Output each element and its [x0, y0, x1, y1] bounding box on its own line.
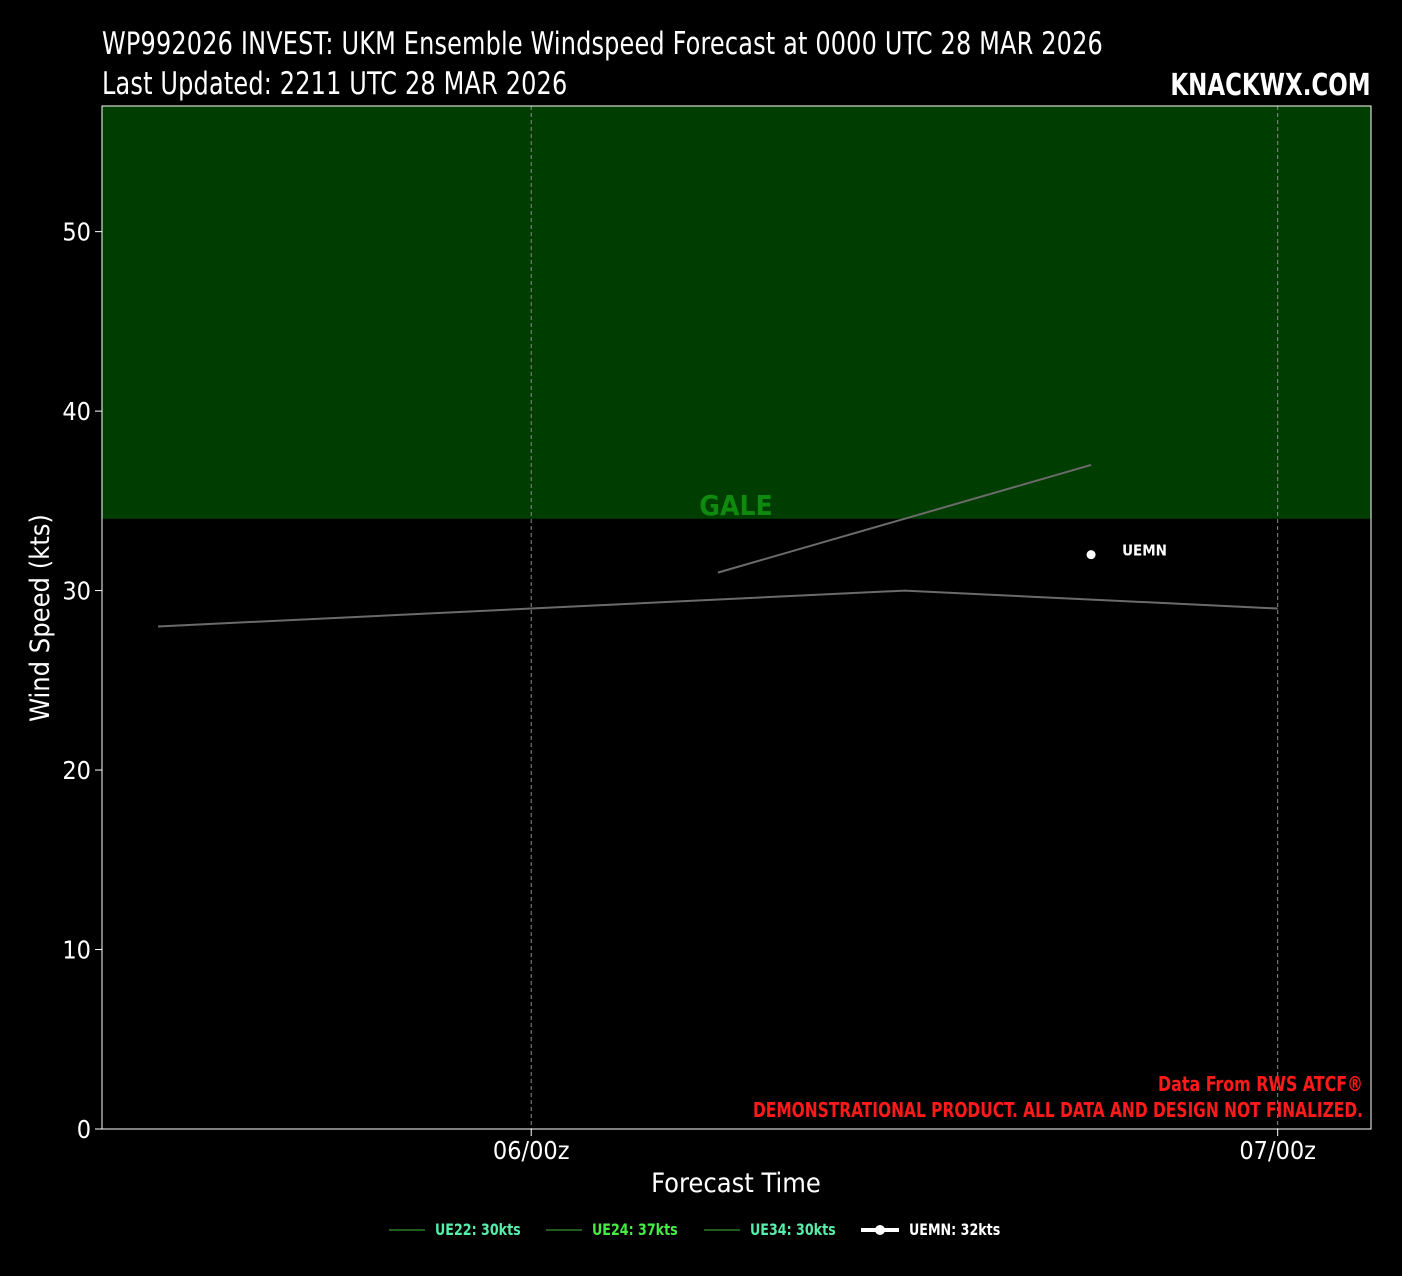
legend-item-ue24: UE24: 37kts	[546, 1220, 689, 1239]
legend-swatch-marker	[875, 1224, 886, 1235]
legend-item-ue34: UE34: 30kts	[703, 1220, 847, 1239]
legend-swatch	[389, 1228, 426, 1231]
grid-lines	[530, 106, 1279, 1129]
legend-label: UEMN: 32kts	[909, 1220, 1001, 1239]
legend-swatch	[703, 1228, 740, 1231]
y-axis-title: Wind Speed (kts)	[25, 514, 56, 722]
disclaimer-note: DEMONSTRATIONAL PRODUCT. ALL DATA AND DE…	[753, 1098, 1363, 1122]
y-tick-label: 40	[62, 397, 91, 426]
brand-logo-text: KNACKWX.COM	[1170, 68, 1371, 103]
legend-swatch	[546, 1228, 583, 1231]
x-tick-label: 07/00z	[1239, 1136, 1316, 1165]
legend-item-ue22: UE22: 30kts	[389, 1220, 532, 1239]
windspeed-chart: GALE UEMN 0 10 20 30 40 50 06/00z 07/00z Wind …	[25, 105, 1372, 1199]
last-updated-text: Last Updated: 2211 UTC 28 MAR 2026	[102, 66, 568, 102]
x-axis: 06/00z 07/00z	[493, 1129, 1316, 1165]
y-tick-label: 10	[62, 936, 91, 965]
series-lines	[157, 463, 1278, 628]
plot-frame	[101, 105, 1372, 1130]
y-axis: 0 10 20 30 40 50	[62, 218, 102, 1144]
point-label-uemn: UEMN	[1122, 542, 1167, 560]
legend: UE22: 30kts UE24: 37kts UE34: 30kts UEMN: 3…	[0, 1220, 1402, 1239]
threshold-bands: GALE	[102, 106, 1371, 522]
y-tick-label: 30	[62, 577, 91, 606]
series-line-ue24	[717, 463, 1092, 574]
y-tick-label: 20	[62, 756, 91, 785]
x-tick-label: 06/00z	[493, 1136, 570, 1165]
x-axis-title: Forecast Time	[651, 1168, 821, 1199]
gale-band-label: GALE	[699, 489, 772, 522]
y-tick-label: 50	[62, 218, 91, 247]
point-labels: UEMN	[1122, 542, 1167, 560]
legend-label: UE34: 30kts	[749, 1220, 836, 1239]
chart-title: WP992026 INVEST: UKM Ensemble Windspeed …	[102, 26, 1103, 62]
legend-label: UE24: 37kts	[592, 1220, 679, 1239]
series-point-uemn	[1086, 550, 1096, 560]
data-source-note: Data From RWS ATCF®	[1158, 1072, 1363, 1096]
series-line-ue22	[157, 589, 1278, 628]
gale-band	[102, 106, 1371, 519]
legend-label: UE22: 30kts	[435, 1220, 521, 1239]
y-tick-label: 0	[77, 1115, 91, 1144]
legend-item-uemn: UEMN: 32kts	[861, 1220, 1013, 1239]
legend-swatch	[861, 1224, 900, 1235]
